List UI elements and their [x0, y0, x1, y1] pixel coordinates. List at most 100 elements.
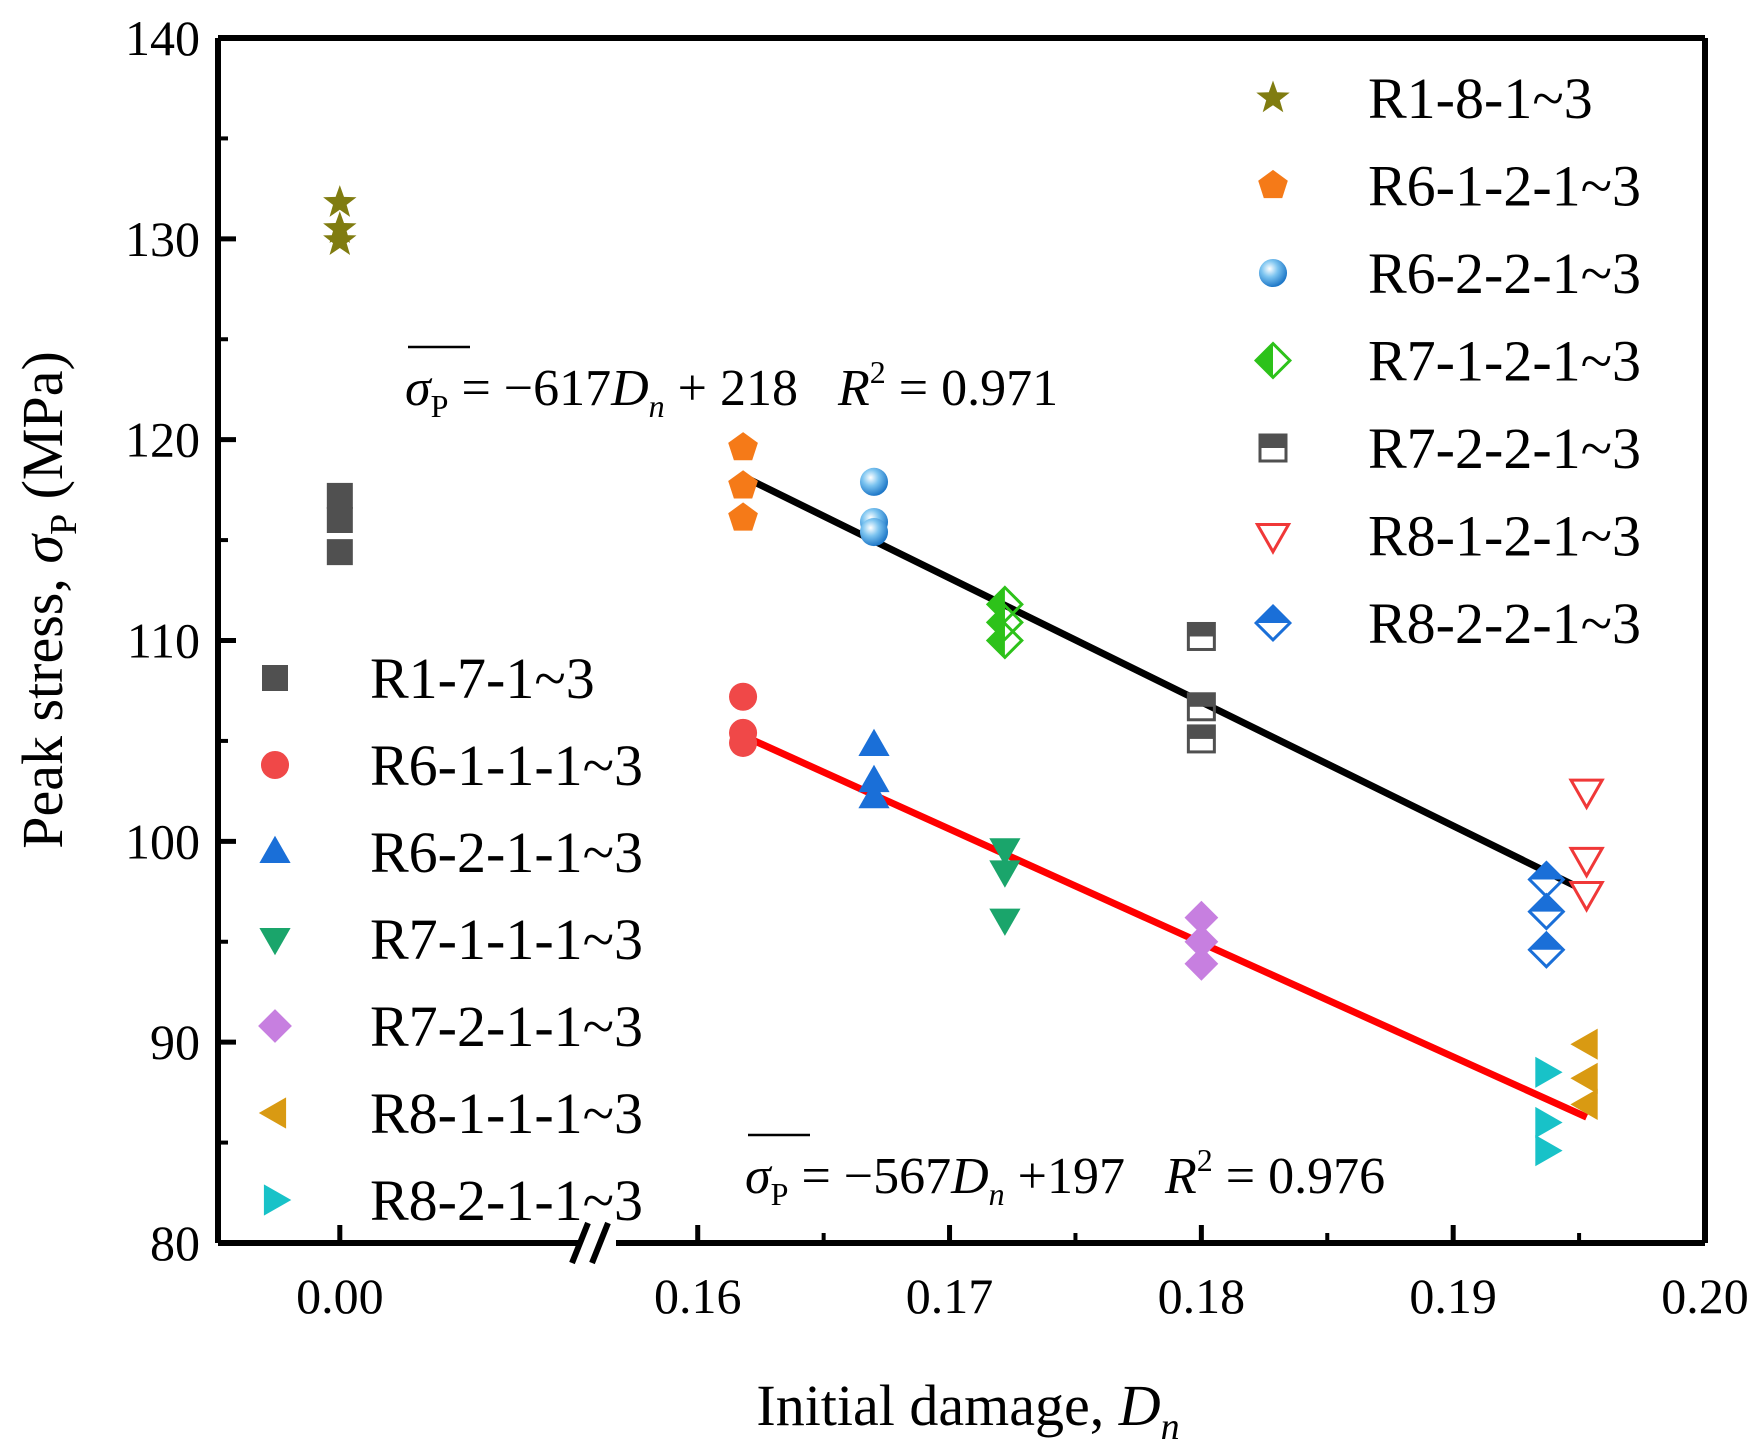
point-R6-2-1-1~3 [858, 780, 890, 809]
upper-fit-line [741, 473, 1589, 895]
legend-item: R8-2-2-1~3 [1253, 591, 1641, 656]
legend-left: R1-7-1~3 R6-1-1-1~3 R6-2-1-1~3 R7-1-1-1~3 R7… [258, 646, 643, 1233]
point-R7-1-1-1~3 [989, 860, 1021, 888]
y-tick-label: 130 [125, 211, 200, 267]
legend-right: R1-8-1~3 R6-1-2-1~3 R6-2-2-1~3 R7-1-2-1~3 R7… [1253, 66, 1641, 656]
point-R6-1-1-1~3 [729, 728, 758, 757]
upper-equation: σP = −617Dn + 218 R2 = 0.971 [405, 345, 1058, 424]
legend-marker [259, 835, 291, 863]
legend-label: R6-1-1-1~3 [370, 733, 643, 798]
legend-marker [1253, 603, 1293, 643]
legend-label: R8-2-2-1~3 [1368, 591, 1641, 656]
legend-marker [260, 750, 290, 780]
legend-marker [1258, 433, 1288, 463]
point-R6-1-2-1~3 [728, 470, 758, 499]
legend-item: R8-1-1-1~3 [258, 1081, 643, 1146]
x-tick-label: 0.18 [1158, 1268, 1246, 1324]
legend-marker [1254, 523, 1292, 555]
y-tick-label: 100 [125, 813, 200, 869]
legend-label: R1-8-1~3 [1368, 66, 1593, 131]
point-R1-7-1~3 [326, 539, 353, 566]
x-tick-label: 0.00 [296, 1268, 384, 1324]
point-R6-2-2-1~3 [859, 467, 889, 496]
x-tick-label: 0.16 [654, 1268, 742, 1324]
axis-break-mark-1 [569, 1221, 591, 1265]
legend-item: R6-2-1-1~3 [259, 820, 643, 885]
point-R8-1-1-1~3 [1570, 1088, 1598, 1120]
point-R8-1-1-1~3 [1570, 1028, 1598, 1060]
axis-break-mark-2 [589, 1221, 611, 1265]
point-R8-1-2-1~3 [1568, 846, 1605, 879]
legend-marker [1258, 169, 1288, 199]
legend-item: R7-2-1-1~3 [258, 994, 643, 1059]
y-axis-title: Peak stress, σP (MPa) [10, 351, 85, 849]
point-R6-2-1-1~3 [858, 764, 890, 793]
upper-equation-text: σP = −617Dn + 218 R2 = 0.971 [405, 354, 1058, 424]
point-R7-1-2-1~3 [985, 621, 1024, 660]
point-R7-1-1-1~3 [989, 908, 1021, 936]
x-tick-label: 0.20 [1661, 1268, 1749, 1324]
legend-marker [263, 1184, 292, 1216]
point-R1-7-1~3 [326, 482, 353, 509]
point-R8-2-2-1~3 [1527, 930, 1566, 969]
point-R8-1-2-1~3 [1568, 778, 1605, 811]
y-tick-label: 90 [150, 1014, 200, 1070]
legend-item: R7-1-2-1~3 [1253, 329, 1641, 394]
point-R7-2-2-1~3 [1186, 621, 1216, 651]
legend-label: R6-1-2-1~3 [1368, 154, 1641, 219]
point-R6-1-2-1~3 [728, 502, 758, 531]
legend-marker [259, 928, 291, 956]
legend-marker [258, 1009, 292, 1043]
point-R1-8-1~3 [323, 223, 357, 255]
legend-label: R7-1-1-1~3 [370, 907, 643, 972]
legend-item: R8-1-2-1~3 [1254, 504, 1641, 569]
legend-item: R7-2-2-1~3 [1258, 416, 1641, 481]
legend-marker [258, 1097, 287, 1129]
lower-equation: σP = −567Dn +197 R2 = 0.976 [745, 1133, 1385, 1212]
legend-item: R8-2-1-1~3 [263, 1168, 643, 1233]
legend-item: R1-8-1~3 [1256, 66, 1593, 131]
legend-item: R7-1-1-1~3 [259, 907, 643, 972]
point-R8-1-1-1~3 [1570, 1062, 1598, 1094]
point-R8-2-1-1~3 [1535, 1106, 1563, 1139]
legend-label: R6-2-1-1~3 [370, 820, 643, 885]
y-axis: 80 90 100 110 120 130 140 [125, 10, 236, 1271]
point-R8-2-1-1~3 [1535, 1135, 1563, 1167]
y-tick-label: 110 [127, 613, 200, 669]
legend-marker [1256, 80, 1290, 113]
legend-marker [1258, 258, 1288, 288]
point-R6-2-1-1~3 [858, 728, 890, 756]
legend-item: R6-1-1-1~3 [260, 733, 643, 798]
legend-label: R8-2-1-1~3 [370, 1168, 643, 1233]
point-R7-1-1-1~3 [989, 838, 1021, 866]
x-axis-title: Initial damage, Dn [756, 1373, 1179, 1446]
legend-label: R8-1-1-1~3 [370, 1081, 643, 1146]
point-R7-2-2-1~3 [1186, 724, 1216, 754]
point-R7-2-1-1~3 [1184, 946, 1219, 981]
y-tick-label: 120 [125, 412, 200, 468]
point-R6-2-2-1~3 [859, 518, 889, 547]
legend-item: R6-1-2-1~3 [1258, 154, 1641, 219]
legend-label: R8-1-2-1~3 [1368, 504, 1641, 569]
point-R7-2-1-1~3 [1184, 900, 1219, 935]
legend-item: R6-2-2-1~3 [1258, 241, 1641, 306]
legend-marker [262, 665, 288, 691]
point-R1-7-1~3 [326, 507, 353, 533]
point-R8-2-1-1~3 [1535, 1056, 1563, 1088]
x-tick-label: 0.19 [1409, 1268, 1497, 1324]
legend-label: R7-1-2-1~3 [1368, 329, 1641, 394]
y-tick-label: 140 [125, 10, 200, 66]
point-R7-2-1-1~3 [1184, 924, 1219, 959]
legend-label: R7-2-1-1~3 [370, 994, 643, 1059]
legend-label: R6-2-2-1~3 [1368, 241, 1641, 306]
legend-marker [1253, 341, 1293, 380]
point-R6-1-2-1~3 [728, 432, 758, 461]
lower-equation-text: σP = −567Dn +197 R2 = 0.976 [745, 1142, 1385, 1212]
data-points [323, 185, 1605, 1167]
point-R7-2-2-1~3 [1186, 692, 1216, 722]
legend-label: R7-2-2-1~3 [1368, 416, 1641, 481]
point-R8-2-2-1~3 [1527, 892, 1566, 931]
x-axis: 0.00 0.16 0.17 0.18 0.19 0.20 [296, 1225, 1749, 1324]
